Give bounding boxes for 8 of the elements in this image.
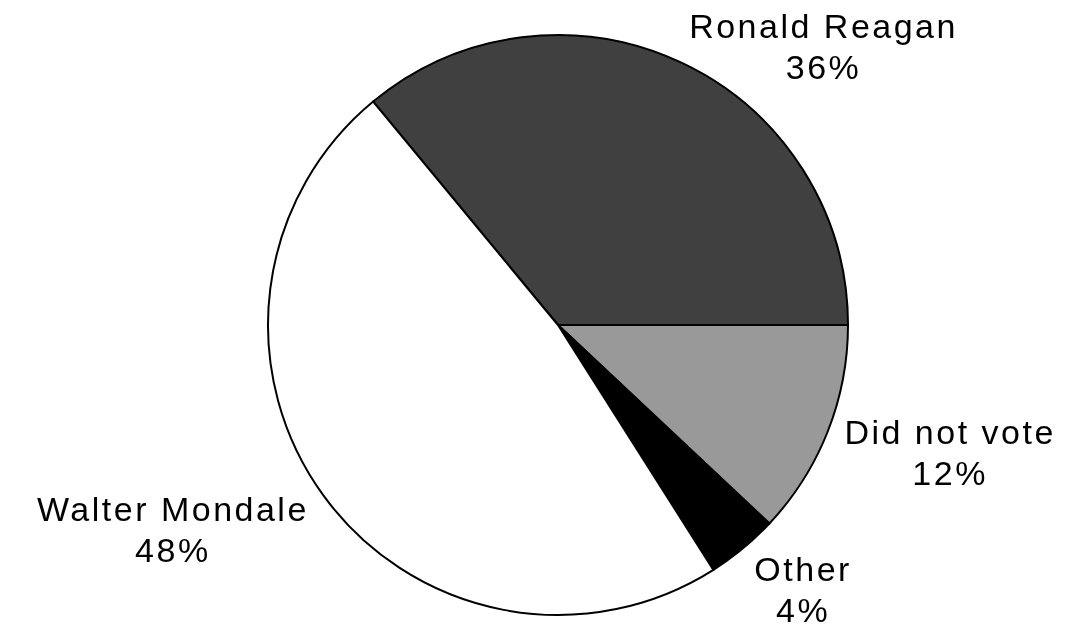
- data-label: 48%: [135, 530, 211, 569]
- slice-label: Ronald Reagan: [689, 6, 958, 45]
- data-label: 4%: [776, 591, 831, 629]
- slice-label: Other: [754, 550, 852, 588]
- data-label: 36%: [785, 47, 862, 86]
- slice-label: Did not vote: [844, 413, 1056, 452]
- data-label: 12%: [912, 454, 988, 493]
- slice-label: Walter Mondale: [36, 489, 309, 528]
